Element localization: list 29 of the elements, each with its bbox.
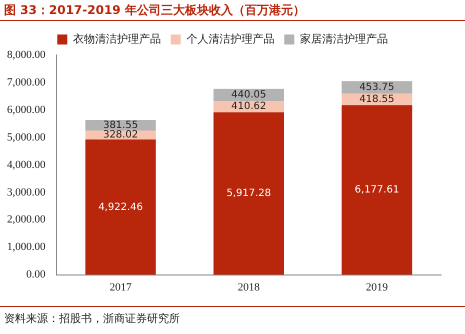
x-tick-label: 2017 bbox=[110, 281, 132, 294]
legend-label: 个人清洁护理产品 bbox=[186, 32, 274, 46]
text: 资料来源：招股书，浙商证券研究所 bbox=[4, 311, 180, 326]
y-tick-label: 2,000.00 bbox=[7, 214, 46, 226]
data-label: 410.62 bbox=[231, 101, 266, 112]
data-label: 440.05 bbox=[231, 89, 266, 100]
legend-label: 家居清洁护理产品 bbox=[300, 32, 388, 46]
y-tick-label: 5,000.00 bbox=[7, 131, 46, 144]
chart-title: 图 33：2017-2019 年公司三大板块收入（百万港元） bbox=[4, 2, 305, 19]
y-tick-label: 3,000.00 bbox=[7, 186, 46, 198]
legend-label: 衣物清洁护理产品 bbox=[72, 32, 161, 46]
data-label: 5,917.28 bbox=[226, 188, 272, 200]
y-tick-label: 8,000.00 bbox=[7, 48, 46, 61]
data-label: 328.02 bbox=[103, 130, 138, 141]
data-label: 418.55 bbox=[359, 94, 394, 105]
y-tick-label: 1,000.00 bbox=[7, 241, 46, 254]
y-tick-label: 6,000.00 bbox=[7, 104, 46, 116]
data-label: 381.55 bbox=[103, 120, 138, 131]
data-label: 6,177.61 bbox=[354, 184, 400, 196]
data-label: 453.75 bbox=[359, 82, 394, 93]
bar bbox=[342, 105, 412, 275]
y-tick-label: 7,000.00 bbox=[7, 76, 46, 88]
x-tick-label: 2019 bbox=[366, 281, 388, 294]
bar bbox=[214, 112, 284, 275]
bar bbox=[85, 140, 156, 275]
x-tick-label: 2018 bbox=[238, 281, 260, 294]
y-tick-label: 4,000.00 bbox=[7, 158, 46, 171]
data-label: 4,922.46 bbox=[98, 202, 143, 213]
y-tick-label: 0.00 bbox=[26, 268, 46, 281]
